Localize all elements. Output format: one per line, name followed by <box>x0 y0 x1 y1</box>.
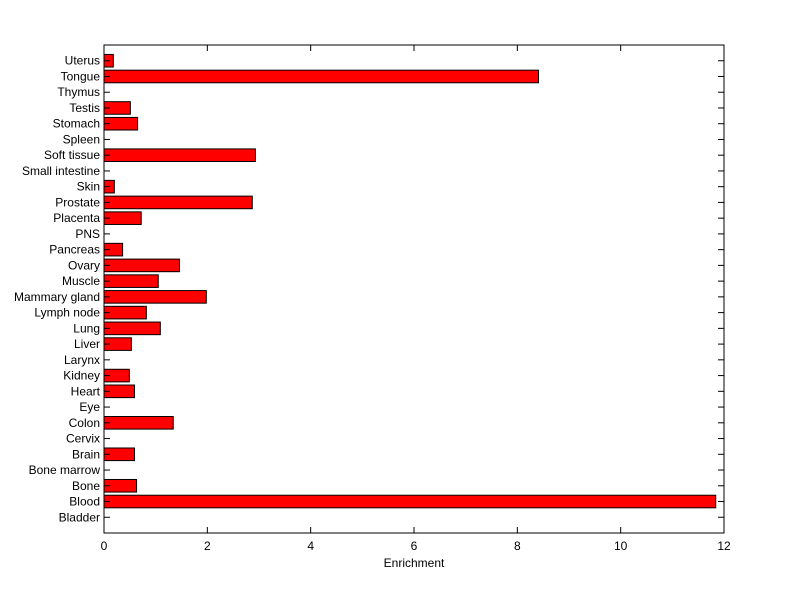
y-tick-label: Uterus <box>65 54 100 68</box>
y-tick-label: Lymph node <box>34 306 100 320</box>
bar <box>103 195 253 210</box>
y-tick-label: Liver <box>74 337 100 351</box>
y-tick-label: Testis <box>69 101 100 115</box>
bar <box>103 416 174 430</box>
bar <box>103 69 540 84</box>
y-tick-label: PNS <box>75 227 100 241</box>
y-tick-label: Muscle <box>62 274 100 288</box>
y-tick-label: Cervix <box>66 432 100 446</box>
x-tick-label: 0 <box>101 539 108 553</box>
y-tick-label: Bone <box>72 479 100 493</box>
x-tick-label: 6 <box>411 539 418 553</box>
y-tick-label: Stomach <box>53 117 100 131</box>
x-axis-label: Enrichment <box>384 556 445 570</box>
y-tick-label: Larynx <box>64 353 100 367</box>
plot-area <box>103 44 725 534</box>
bar <box>103 258 180 273</box>
bar <box>103 290 207 304</box>
bar <box>103 148 256 162</box>
y-tick-label: Heart <box>71 384 101 398</box>
y-tick-label: Placenta <box>53 211 100 225</box>
x-tick-label: 4 <box>307 539 314 553</box>
y-tick-label: Small intestine <box>22 164 100 178</box>
y-tick-label: Soft tissue <box>44 148 100 162</box>
bar <box>103 494 717 509</box>
y-tick-label: Lung <box>73 321 100 335</box>
bar <box>103 274 159 288</box>
y-tick-label: Pancreas <box>49 243 100 257</box>
y-tick-label: Eye <box>79 400 100 414</box>
x-tick-label: 10 <box>614 539 628 553</box>
y-tick-label: Spleen <box>63 132 100 146</box>
y-tick-label: Bone marrow <box>29 463 101 477</box>
y-tick-label: Tongue <box>61 69 101 83</box>
bar <box>103 321 161 336</box>
y-tick-label: Prostate <box>55 195 100 209</box>
y-tick-label: Blood <box>69 495 100 509</box>
y-tick-label: Brain <box>72 447 100 461</box>
y-tick-label: Ovary <box>68 258 100 272</box>
y-tick-label: Bladder <box>59 510 100 524</box>
x-tick-label: 8 <box>514 539 521 553</box>
x-tick-label: 12 <box>717 539 731 553</box>
bar <box>103 305 147 320</box>
x-tick-label: 2 <box>204 539 211 553</box>
y-tick-label: Colon <box>69 416 100 430</box>
y-tick-label: Skin <box>77 180 100 194</box>
y-tick-label: Thymus <box>57 85 100 99</box>
y-tick-label: Mammary gland <box>14 290 100 304</box>
y-tick-label: Kidney <box>63 369 100 383</box>
